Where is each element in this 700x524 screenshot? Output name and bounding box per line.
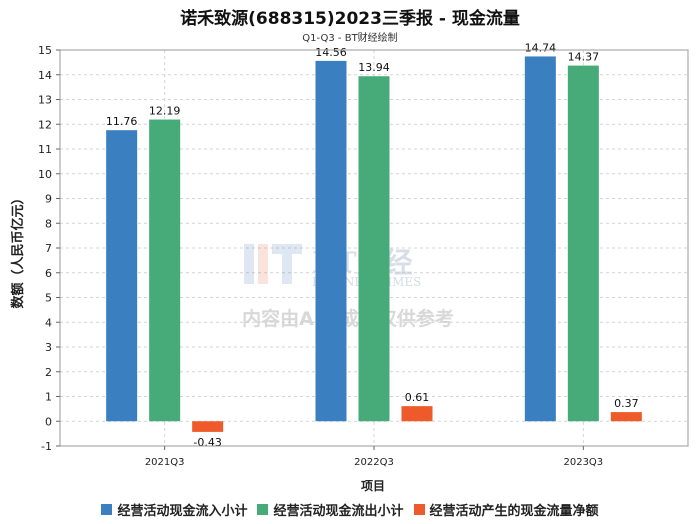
data-label: 13.94 xyxy=(358,61,390,74)
bar xyxy=(401,406,433,422)
y-tick-label: 3 xyxy=(45,341,52,354)
data-label: 11.76 xyxy=(106,115,138,128)
legend-swatch-net xyxy=(413,504,425,515)
data-label: 0.37 xyxy=(614,397,639,410)
y-tick-label: 10 xyxy=(38,168,52,181)
y-tick-label: 13 xyxy=(38,94,52,107)
chart-title: 诺禾致源(688315)2023三季报 - 现金流量 xyxy=(180,9,520,29)
y-tick-label: 11 xyxy=(38,143,52,156)
watermark: BT财经 BUSINESSTIMES 内容由AI生成，仅供参考 xyxy=(242,244,454,330)
bar xyxy=(192,421,224,432)
bar xyxy=(610,412,642,422)
bar xyxy=(106,130,138,422)
data-label: 0.61 xyxy=(405,391,430,404)
legend-label-net: 经营活动产生的现金流量净额 xyxy=(429,504,599,519)
bars: 11.76 12.19 -0.43 14.56 13.94 0.61 14.74 14.37 0… xyxy=(106,41,642,449)
y-tick-label: 2 xyxy=(45,366,52,379)
bar xyxy=(567,65,599,422)
y-tick-label: 8 xyxy=(45,217,52,230)
y-tick-label: -1 xyxy=(41,440,52,453)
data-label: 14.56 xyxy=(315,46,347,59)
legend: 经营活动现金流入小计 经营活动现金流出小计 经营活动产生的现金流量净额 xyxy=(0,500,700,519)
bar xyxy=(358,76,390,422)
y-tick-label: 9 xyxy=(45,193,52,206)
y-tick-label: 15 xyxy=(38,44,52,57)
watermark-notice: 内容由AI生成，仅供参考 xyxy=(242,307,454,330)
x-tick-label: 2022Q3 xyxy=(354,457,394,468)
bar xyxy=(524,56,556,422)
y-tick-label: 6 xyxy=(45,267,52,280)
legend-item-inflow: 经营活动现金流入小计 xyxy=(101,500,247,519)
watermark-logo-icon xyxy=(244,244,302,284)
y-tick-label: 7 xyxy=(45,242,52,255)
y-tick-label: 4 xyxy=(45,316,52,329)
legend-swatch-inflow xyxy=(101,504,113,515)
y-tick-label: 0 xyxy=(45,415,52,428)
y-axis-label: 数额（人民币亿元） xyxy=(10,191,26,308)
chart-subtitle: Q1-Q3 - BT财经绘制 xyxy=(302,33,398,44)
x-axis-label: 项目 xyxy=(361,479,385,493)
legend-item-net: 经营活动产生的现金流量净额 xyxy=(413,500,599,519)
legend-swatch-outflow xyxy=(257,504,269,515)
legend-label-outflow: 经营活动现金流出小计 xyxy=(273,504,404,519)
y-tick-label: 1 xyxy=(45,391,52,404)
data-label: 14.74 xyxy=(525,41,557,54)
x-tick-label: 2021Q3 xyxy=(145,457,185,468)
data-label: 12.19 xyxy=(149,105,181,118)
data-label: -0.43 xyxy=(193,436,221,449)
x-tick-label: 2023Q3 xyxy=(563,457,603,468)
y-tick-label: 14 xyxy=(38,69,52,82)
y-tick-label: 5 xyxy=(45,292,52,305)
data-label: 14.37 xyxy=(568,51,600,64)
y-tick-label: 12 xyxy=(38,118,52,131)
bar xyxy=(149,119,181,422)
legend-label-inflow: 经营活动现金流入小计 xyxy=(117,504,248,519)
bar xyxy=(315,60,347,422)
legend-item-outflow: 经营活动现金流出小计 xyxy=(257,500,404,519)
